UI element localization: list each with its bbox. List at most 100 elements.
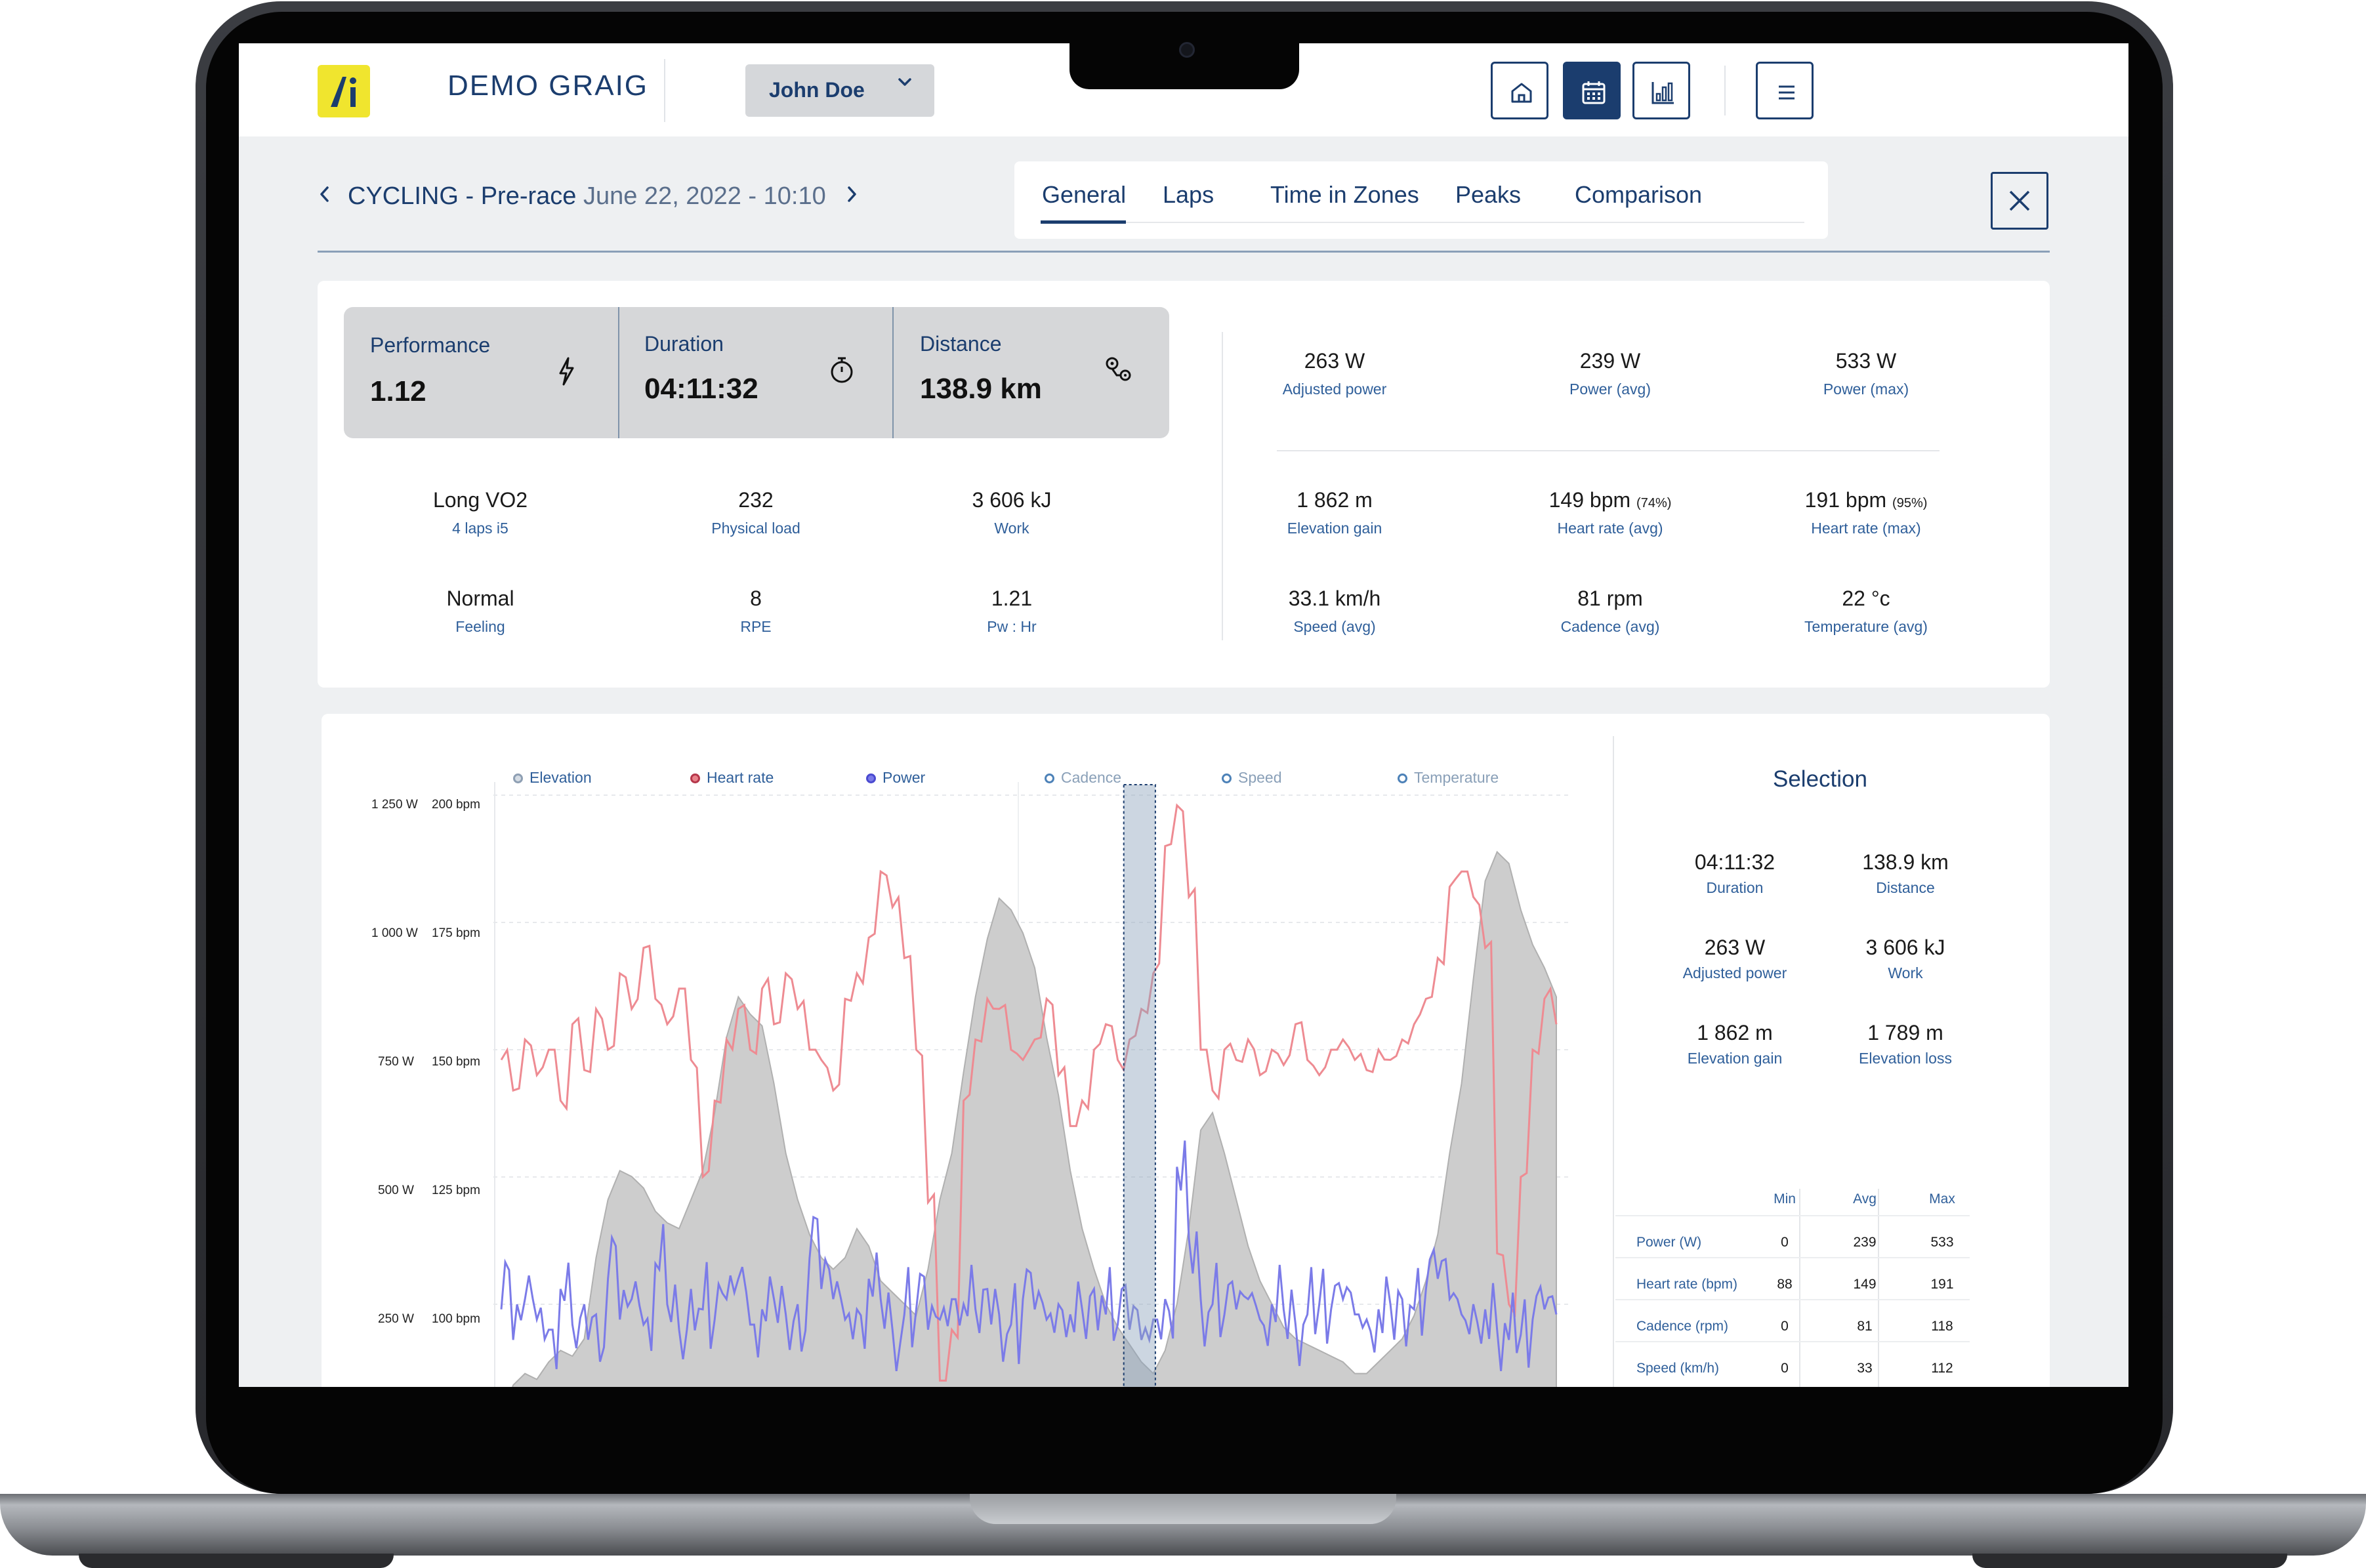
legend-elevation-marker (513, 774, 523, 783)
stat-elevation-gain-value: 1 862 m (1297, 488, 1373, 512)
stat-power-avg-value: 239 W (1579, 349, 1641, 373)
stat-work-value: 3 606 kJ (972, 488, 1052, 512)
legend-temperature-label: Temperature (1414, 769, 1499, 786)
legend-speed[interactable]: Speed (1222, 769, 1282, 787)
activity-chart[interactable] (493, 782, 1577, 1387)
menu-button[interactable] (1756, 62, 1814, 119)
header-divider (664, 59, 665, 122)
tab-bar (1014, 161, 1828, 239)
stat-rpe-value: 8 (750, 587, 762, 610)
stat-speed-avg-value: 33.1 km/h (1288, 587, 1381, 610)
table-row-divider (1615, 1341, 1970, 1342)
stat-physical-load-value: 232 (738, 488, 774, 512)
laptop-foot-right (1972, 1554, 2287, 1568)
home-button[interactable] (1491, 62, 1548, 119)
legend-temperature[interactable]: Temperature (1398, 769, 1499, 787)
table-row-speed-max: 112 (1931, 1361, 1953, 1376)
elevation-series (512, 850, 1557, 1387)
y-tick-power: 250 W (378, 1312, 414, 1326)
camera-icon (1179, 42, 1195, 58)
table-row-hr-min: 88 (1777, 1277, 1793, 1292)
legend-elevation-label: Elevation (529, 769, 592, 786)
tab-laps[interactable]: Laps (1163, 181, 1214, 208)
table-row-cadence-min: 0 (1781, 1319, 1789, 1334)
stat-power-max-value: 533 W (1835, 349, 1897, 373)
prev-activity-icon[interactable] (318, 183, 332, 211)
table-row-divider (1615, 1299, 1970, 1300)
legend-heart-rate[interactable]: Heart rate (690, 769, 774, 787)
selection-duration-label: Duration (1706, 879, 1764, 896)
stat-hr-max-label: Heart rate (max) (1811, 520, 1921, 537)
legend-cadence[interactable]: Cadence (1045, 769, 1121, 787)
table-row-hr-avg: 149 (1853, 1277, 1877, 1292)
selection-elevation-loss-label: Elevation loss (1859, 1050, 1952, 1067)
selection-work-value: 3 606 kJ (1865, 936, 1945, 959)
stat-feeling-label: Feeling (455, 618, 505, 635)
stat-adjusted-power-label: Adjusted power (1282, 381, 1387, 398)
stat-pw-hr-value: 1.21 (991, 587, 1033, 610)
stat-physical-load-label: Physical load (711, 520, 800, 537)
y-tick-hr: 200 bpm (432, 798, 480, 812)
table-header-min: Min (1774, 1191, 1796, 1207)
stat-rpe-label: RPE (740, 618, 772, 635)
selection-distance-label: Distance (1876, 879, 1935, 896)
kpi-divider (618, 307, 619, 438)
activity-breadcrumb: CYCLING - Pre-race June 22, 2022 - 10:10 (318, 182, 859, 211)
y-tick-hr: 150 bpm (432, 1055, 480, 1069)
legend-elevation[interactable]: Elevation (513, 769, 592, 787)
stat-adjusted-power-value: 263 W (1304, 349, 1365, 373)
chart-icon (1651, 82, 1674, 104)
kpi-distance-label: Distance (920, 332, 1002, 356)
table-row-cadence-max: 118 (1931, 1319, 1953, 1334)
tab-peaks[interactable]: Peaks (1455, 181, 1522, 208)
stat-workout-label: 4 laps i5 (452, 520, 508, 537)
table-header-avg: Avg (1853, 1191, 1877, 1207)
tab-time-in-zones[interactable]: Time in Zones (1270, 181, 1419, 208)
stat-speed-avg-label: Speed (avg) (1293, 618, 1376, 635)
table-row-speed-min: 0 (1781, 1361, 1789, 1376)
legend-speed-marker (1222, 774, 1232, 783)
legend-temperature-marker (1398, 774, 1407, 783)
close-button[interactable] (1991, 172, 2048, 230)
table-column-divider (1799, 1189, 1800, 1387)
tab-general[interactable]: General (1042, 181, 1127, 208)
selection-title: Selection (1773, 766, 1867, 792)
header-divider-line (318, 251, 2050, 253)
lightning-icon (555, 356, 577, 390)
y-tick-hr: 175 bpm (432, 926, 480, 940)
legend-heart-rate-label: Heart rate (707, 769, 774, 786)
stat-hr-avg-number: 149 bpm (1548, 488, 1631, 512)
calendar-button[interactable] (1563, 62, 1621, 119)
next-activity-icon[interactable] (844, 183, 859, 211)
table-row-hr-label: Heart rate (bpm) (1636, 1277, 1738, 1292)
y-tick-hr: 100 bpm (432, 1312, 480, 1326)
stat-cadence-avg-value: 81 rpm (1577, 587, 1643, 610)
user-dropdown[interactable] (745, 64, 934, 117)
tab-comparison[interactable]: Comparison (1575, 181, 1703, 208)
y-tick-hr: 125 bpm (432, 1184, 480, 1197)
selection-elevation-gain-value: 1 862 m (1697, 1021, 1773, 1044)
table-row-power-label: Power (W) (1636, 1235, 1702, 1250)
selection-work-label: Work (1888, 964, 1923, 981)
stat-hr-max-percent: (95%) (1892, 496, 1928, 510)
home-icon (1511, 83, 1532, 103)
table-row-divider (1615, 1257, 1970, 1258)
table-row-hr-max: 191 (1930, 1277, 1954, 1292)
heart-rate-series (500, 803, 1558, 1382)
legend-power[interactable]: Power (866, 769, 925, 787)
y-tick-power: 500 W (378, 1184, 414, 1197)
stat-hr-max-value: 191 bpm (95%) (1754, 488, 1978, 512)
legend-speed-label: Speed (1238, 769, 1282, 786)
selection-adjusted-power-label: Adjusted power (1682, 964, 1787, 981)
stat-hr-max-number: 191 bpm (1804, 488, 1887, 512)
chart-selection-range[interactable] (1123, 784, 1156, 1387)
kpi-performance-value: 1.12 (370, 375, 426, 407)
app-logo[interactable] (318, 65, 370, 117)
y-tick-power: 1 000 W (371, 926, 418, 940)
stat-cadence-avg-label: Cadence (avg) (1560, 618, 1660, 635)
table-column-divider (1878, 1189, 1879, 1387)
stats-button[interactable] (1632, 62, 1690, 119)
power-series (500, 1140, 1558, 1372)
stat-temperature-avg-value: 22 °c (1842, 587, 1890, 610)
laptop-foot-left (79, 1554, 394, 1568)
